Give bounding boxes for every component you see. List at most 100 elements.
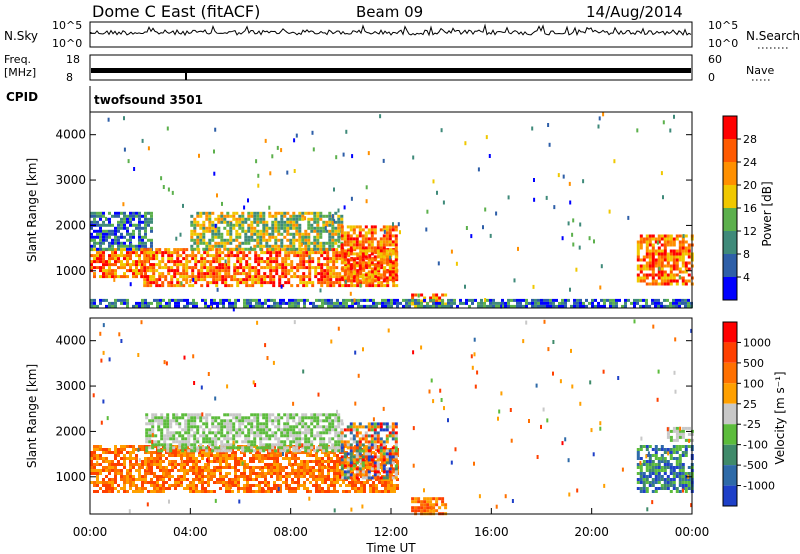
data-cell [123,220,126,224]
data-cell [328,413,332,417]
data-cell [372,484,375,487]
data-cell [273,481,276,484]
data-cell [672,276,676,280]
ytick-label: 1000 [55,264,86,278]
data-cell [198,451,201,454]
data-cell [286,437,290,441]
data-cell [666,264,670,268]
data-cell [159,454,162,457]
data-cell [216,301,219,305]
data-cell [318,448,321,451]
data-cell [678,246,682,250]
data-cell [214,235,218,239]
data-cell [355,237,359,241]
data-cell [627,298,630,302]
data-cell [363,304,366,308]
data-cell [168,478,171,481]
data-cell [355,240,359,244]
data-cell [315,454,318,457]
data-cell [105,487,108,490]
data-cell [211,425,215,429]
data-cell [341,284,345,288]
data-cell [328,229,332,233]
data-cell [189,490,192,493]
data-cell [391,476,395,480]
data-cell [271,247,275,251]
data-cell [114,301,117,305]
data-cell [158,278,162,282]
data-cell [420,509,424,513]
ytick-label: 2000 [55,218,86,232]
data-cell [146,275,150,279]
data-cell [561,298,564,302]
data-cell [132,475,135,478]
data-cell [159,301,162,305]
data-cell [199,238,203,242]
data-cell [194,281,198,285]
data-cell [221,266,225,270]
data-cell [289,217,293,221]
data-cell [138,238,141,242]
data-cell [324,451,327,454]
data-cell [198,469,201,472]
data-cell [297,481,300,484]
data-cell [210,451,213,454]
data-cell [373,225,377,229]
data-point [160,176,163,181]
data-point [105,216,107,221]
data-cell [254,266,258,270]
data-cell [243,466,246,469]
data-cell [531,298,534,302]
velocity-data [90,319,694,516]
data-cell [283,235,287,239]
data-cell [194,257,198,261]
data-cell [483,304,486,308]
data-cell [504,301,507,305]
data-cell [537,304,540,308]
data-cell [132,451,135,454]
data-cell [311,284,315,288]
data-cell [379,458,383,462]
data-cell [432,503,436,507]
data-cell [282,469,285,472]
data-cell [309,460,312,463]
data-cell [411,296,415,300]
data-cell [266,275,270,279]
data-cell [206,254,210,258]
data-cell [648,282,652,286]
data-cell [292,434,296,438]
data-cell [305,266,309,270]
data-cell [210,301,213,305]
data-cell [360,304,363,308]
data-cell [277,220,281,224]
data-cell [486,298,489,302]
data-cell [149,278,153,282]
data-cell [145,446,149,450]
data-point [658,266,661,271]
data-cell [215,284,219,288]
data-point [485,135,488,140]
data-cell [93,298,96,302]
data-cell [178,431,182,435]
data-cell [201,484,204,487]
data-point [532,284,535,289]
data-point [166,126,169,131]
data-cell [382,240,386,244]
data-cell [379,237,383,241]
data-cell [282,457,285,460]
data-point [255,159,258,164]
data-cell [232,238,236,242]
data-cell [220,440,224,444]
data-cell [301,247,305,251]
data-cell [90,466,93,469]
data-cell [269,260,273,264]
data-cell [237,469,240,472]
data-cell [382,446,386,450]
data-cell [359,272,363,276]
data-cell [160,422,164,426]
data-cell [391,249,395,253]
data-cell [372,490,375,493]
data-cell [321,475,324,478]
data-cell [361,249,365,253]
data-cell [117,454,120,457]
